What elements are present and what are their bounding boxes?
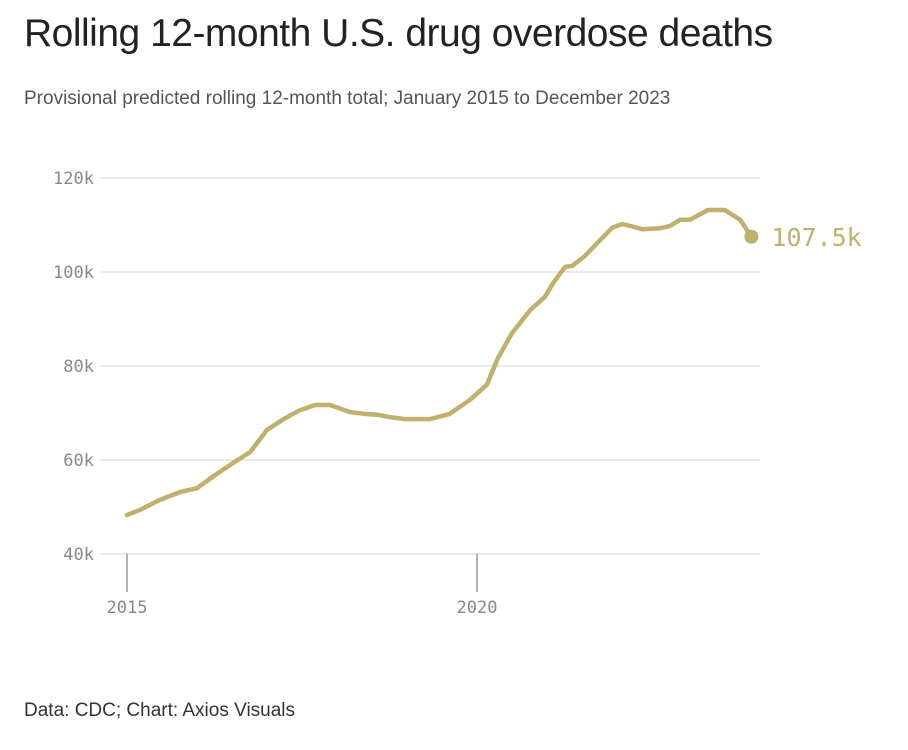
chart-subtitle: Provisional predicted rolling 12-month t… — [24, 88, 671, 109]
y-tick-label: 120k — [53, 169, 94, 189]
x-tick-label: 2020 — [457, 598, 498, 618]
chart-title: Rolling 12-month U.S. drug overdose deat… — [24, 12, 773, 55]
y-tick-label: 60k — [63, 451, 94, 471]
end-value-label: 107.5k — [771, 223, 861, 252]
x-tick-label: 2015 — [107, 598, 148, 618]
series-line — [124, 207, 754, 518]
y-tick-label: 100k — [53, 263, 94, 283]
y-tick-label: 40k — [63, 545, 94, 565]
source-note: Data: CDC; Chart: Axios Visuals — [24, 700, 296, 721]
end-point-marker — [744, 229, 759, 244]
y-tick-label: 80k — [63, 357, 94, 377]
